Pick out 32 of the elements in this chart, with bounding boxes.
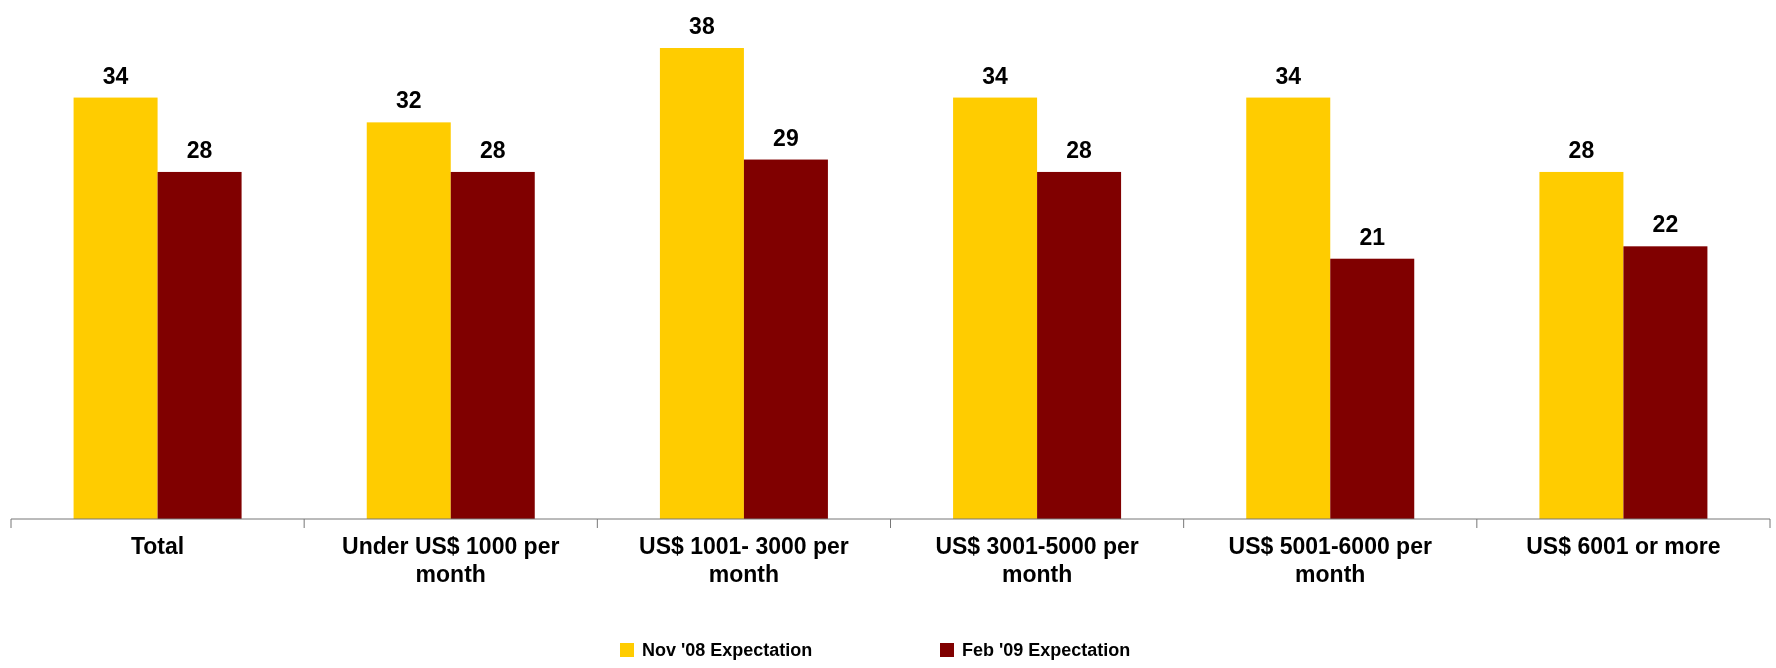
data-label: 28 [479,136,506,163]
x-tick-label: US$ 5001-6000 per month [1228,533,1432,587]
legend-label: Nov '08 Expectation [642,640,813,660]
data-label: 32 [395,87,422,114]
data-label: 28 [1568,136,1595,163]
bar [157,171,242,519]
bar [1037,171,1122,519]
data-label: 34 [102,62,129,89]
data-label: 29 [773,124,799,151]
bar [366,122,451,519]
bar [659,48,744,519]
data-label: 34 [1275,62,1302,89]
bar [1539,171,1624,519]
bar [450,171,535,519]
x-tick-label: US$ 1001- 3000 per month [639,533,849,587]
bar [953,97,1038,519]
data-label: 34 [982,62,1009,89]
data-label: 28 [1066,136,1093,163]
x-tick-label: Total [130,533,185,559]
bar [743,159,828,519]
bar [1330,258,1415,519]
data-label: 22 [1652,211,1679,238]
bar [73,97,158,519]
x-tick-label: US$ 6001 or more [1526,533,1721,559]
x-tick-label: US$ 3001-5000 per month [935,533,1139,587]
bar [1623,246,1708,519]
bar [1246,97,1331,519]
data-label: 21 [1359,223,1386,250]
legend-label: Feb '09 Expectation [962,640,1131,660]
data-label: 28 [186,136,213,163]
data-label: 38 [689,13,715,39]
x-tick-label: Under US$ 1000 per month [342,533,560,587]
